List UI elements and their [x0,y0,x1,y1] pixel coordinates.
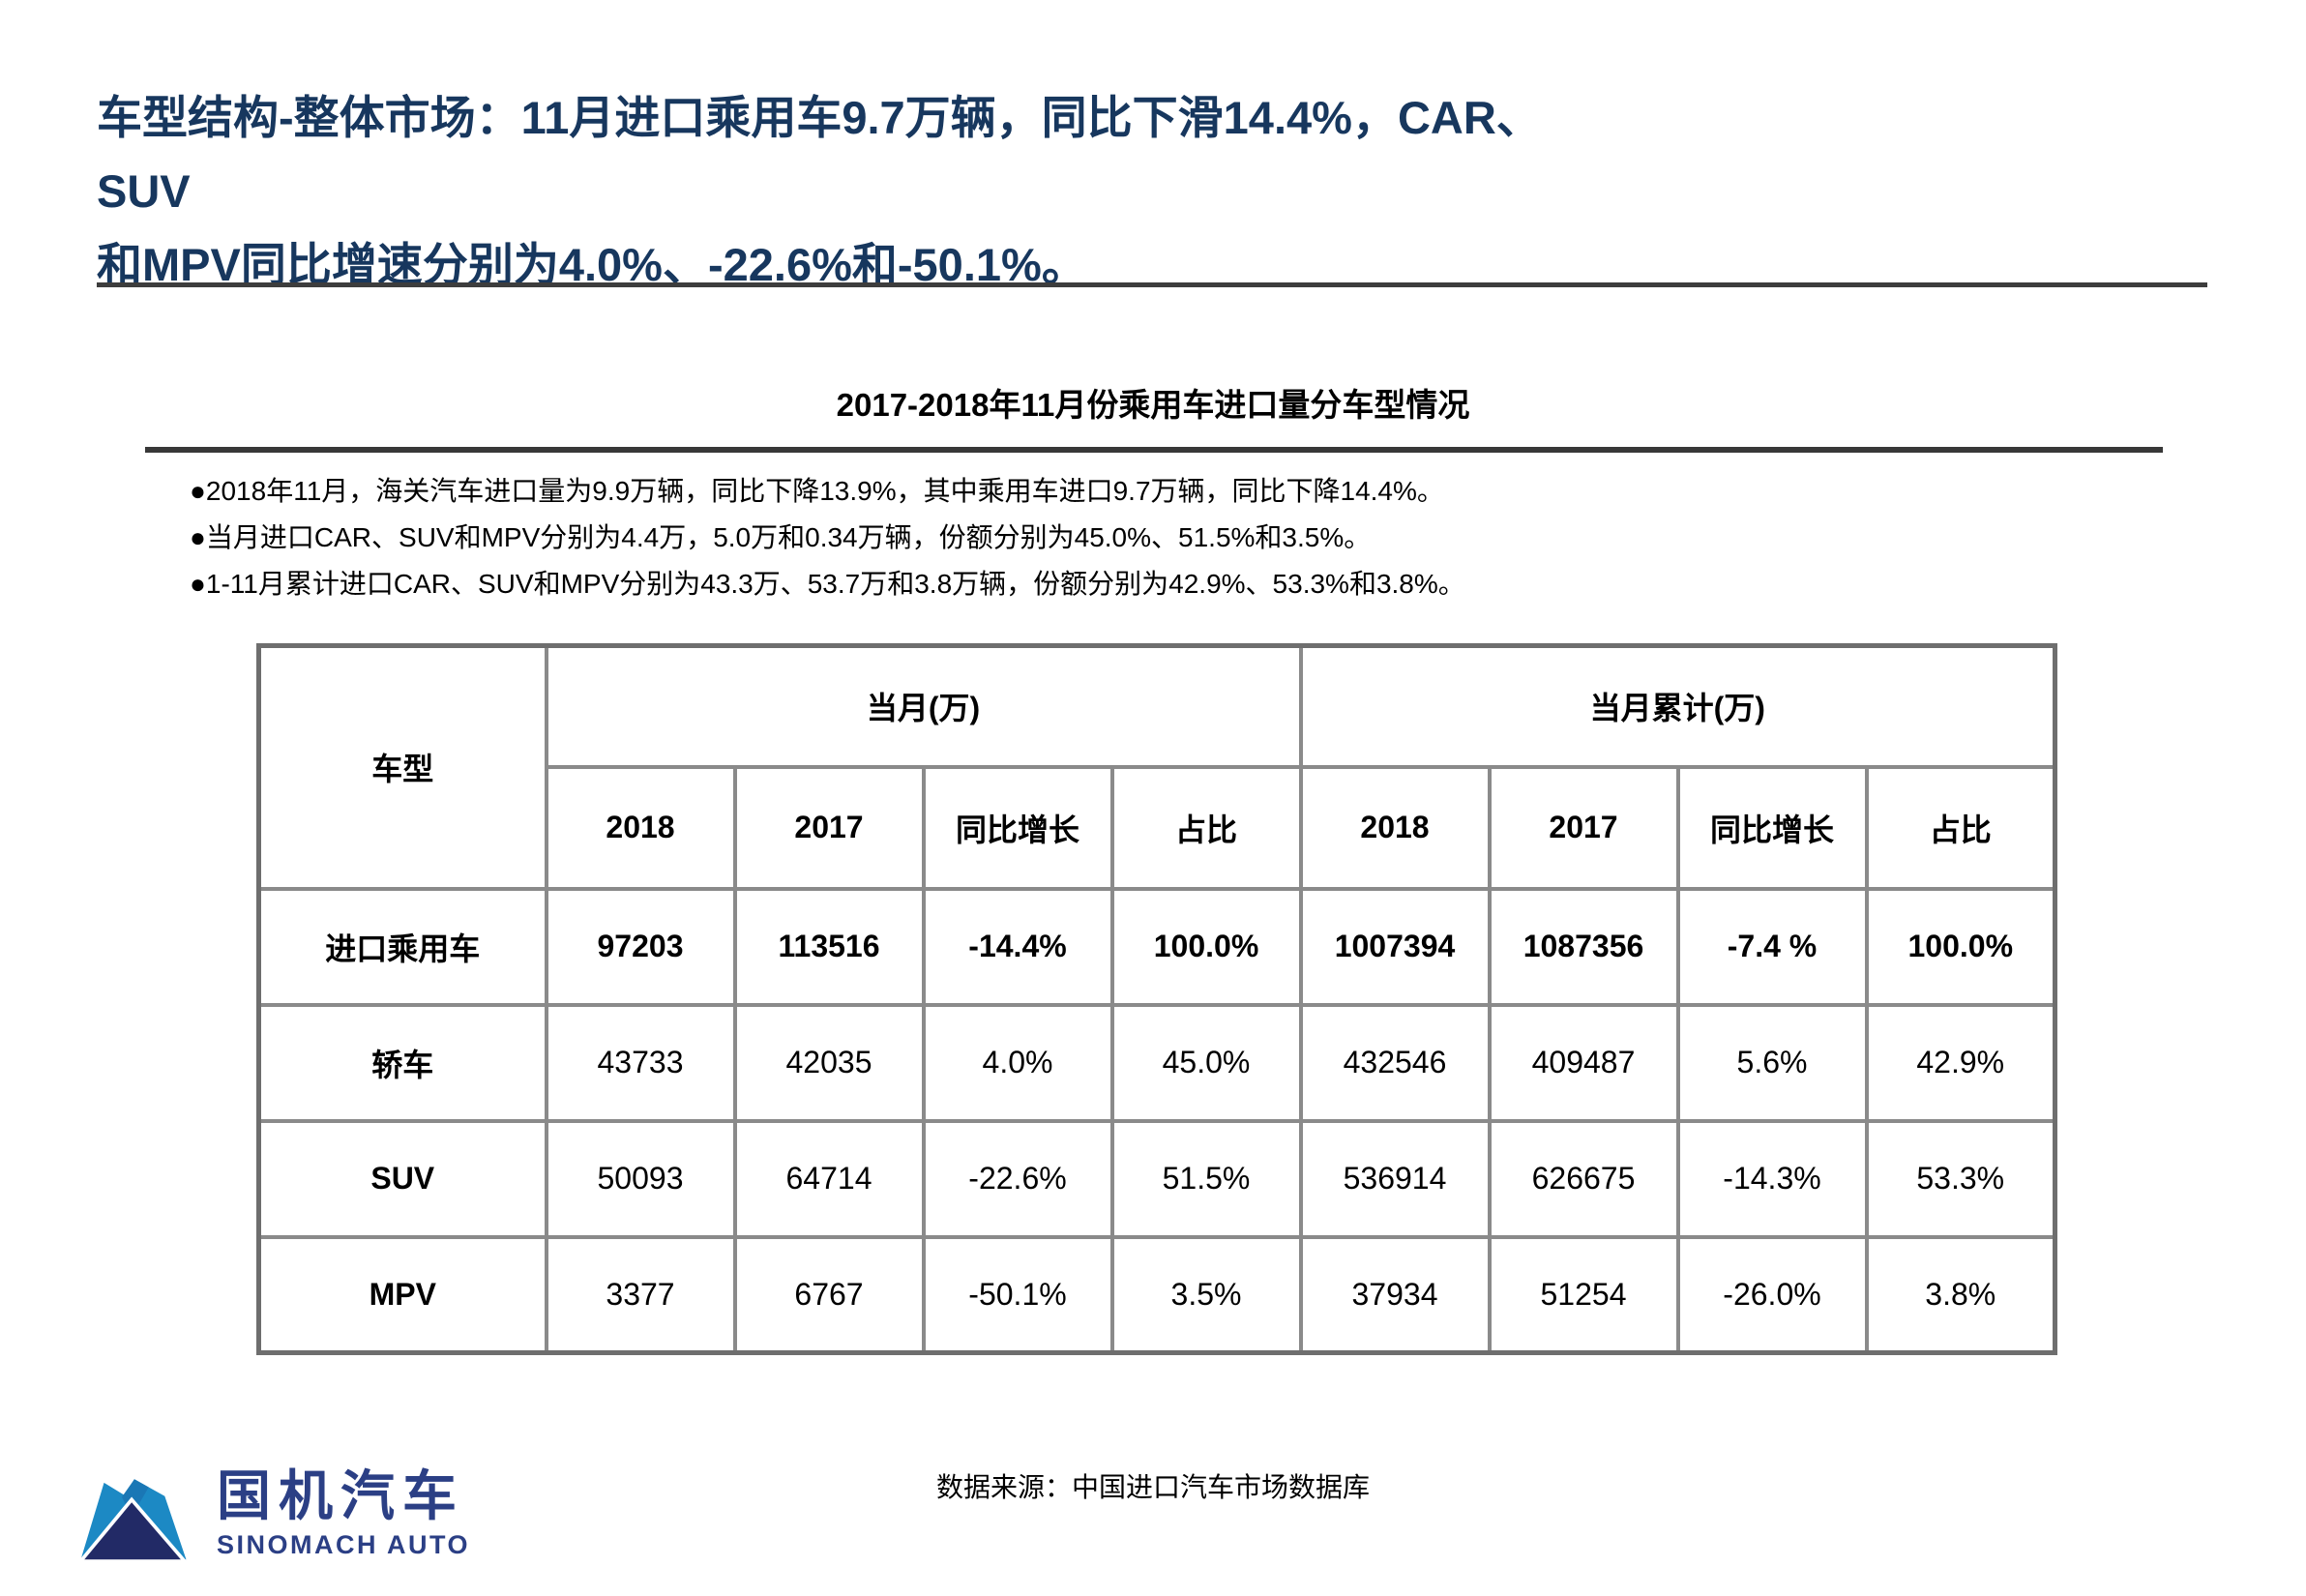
table-cell: -14.3% [1675,1118,1869,1239]
import-volume-table: 车型 当月(万) 当月累计(万) 2018 2017 同比增长 占比 2018 … [256,643,2057,1355]
column-header: 2018 [1298,764,1492,891]
table-cell: 42.9% [1864,1002,2057,1123]
logo-text: 国机汽车 SINOMACH AUTO [217,1449,470,1561]
table-row-suv: SUV 50093 64714 -22.6% 51.5% 536914 6266… [256,1118,2057,1239]
table-cell: 50093 [544,1118,737,1239]
table-cell: 100.0% [1864,886,2057,1007]
bullet-item: ●1-11月累计进口CAR、SUV和MPV分别为43.3万、53.7万和3.8万… [190,569,1465,599]
group-header-cumulative: 当月累计(万) [1298,643,2057,769]
table-cell: 53.3% [1864,1118,2057,1239]
page-title-line1: 车型结构-整体市场：11月进口乘用车9.7万辆，同比下滑14.4%，CAR、SU… [97,92,1542,217]
sinomach-mountain-icon [76,1479,189,1563]
page-title-line2: 和MPV同比增速分别为4.0%、-22.6%和-50.1%。 [97,239,1087,290]
row-label: 轿车 [256,1002,548,1123]
table-corner-label: 车型 [256,643,548,891]
table-cell: 100.0% [1109,886,1303,1007]
table-cell: 51.5% [1109,1118,1303,1239]
row-label: SUV [256,1118,548,1239]
table-cell: 409487 [1487,1002,1680,1123]
table-cell: 113516 [732,886,926,1007]
logo-name-cn: 国机汽车 [217,1465,464,1526]
subtitle-divider [145,447,2163,453]
table-title: 2017-2018年11月份乘用车进口量分车型情况 [836,387,1470,423]
table-cell: 6767 [732,1234,926,1355]
company-logo: 国机汽车 SINOMACH AUTO [75,1449,470,1567]
table-row-car: 轿车 43733 42035 4.0% 45.0% 432546 409487 … [256,1002,2057,1123]
row-label: MPV [256,1234,548,1355]
table-cell: 3377 [544,1234,737,1355]
bullet-list: ●2018年11月，海关汽车进口量为9.9万辆，同比下降13.9%，其中乘用车进… [190,468,2173,607]
table-cell: 64714 [732,1118,926,1239]
page-title: 车型结构-整体市场：11月进口乘用车9.7万辆，同比下滑14.4%，CAR、SU… [97,81,1567,302]
title-divider [97,282,2207,287]
table-cell: 37934 [1298,1234,1492,1355]
column-header: 占比 [1864,764,2057,891]
column-header: 同比增长 [921,764,1114,891]
table-cell: 1087356 [1487,886,1680,1007]
table-cell: 45.0% [1109,1002,1303,1123]
data-source: 数据来源：中国进口汽车市场数据库 [935,1472,1370,1502]
table-cell: -22.6% [921,1118,1114,1239]
table-cell: 51254 [1487,1234,1680,1355]
row-label: 进口乘用车 [256,886,548,1007]
bullet-item: ●当月进口CAR、SUV和MPV分别为4.4万，5.0万和0.34万辆，份额分别… [190,522,1372,552]
column-header: 2017 [732,764,926,891]
table-cell: 5.6% [1675,1002,1869,1123]
table-cell: 97203 [544,886,737,1007]
table-cell: -14.4% [921,886,1114,1007]
table-cell: -50.1% [921,1234,1114,1355]
group-header-current-month: 当月(万) [544,643,1303,769]
column-header: 2018 [544,764,737,891]
table-cell: 536914 [1298,1118,1492,1239]
table-cell: 3.8% [1864,1234,2057,1355]
table-cell: 4.0% [921,1002,1114,1123]
table-cell: 432546 [1298,1002,1492,1123]
table-cell: 43733 [544,1002,737,1123]
column-header: 2017 [1487,764,1680,891]
table-cell: 626675 [1487,1118,1680,1239]
table-cell: 3.5% [1109,1234,1303,1355]
column-header: 占比 [1109,764,1303,891]
logo-name-en: SINOMACH AUTO [217,1530,470,1559]
bullet-item: ●2018年11月，海关汽车进口量为9.9万辆，同比下降13.9%，其中乘用车进… [190,476,1444,506]
column-header: 同比增长 [1675,764,1869,891]
table-row-mpv: MPV 3377 6767 -50.1% 3.5% 37934 51254 -2… [256,1234,2057,1355]
table-cell: 42035 [732,1002,926,1123]
table-cell: -26.0% [1675,1234,1869,1355]
table-row-total: 进口乘用车 97203 113516 -14.4% 100.0% 1007394… [256,886,2057,1007]
table-cell: 1007394 [1298,886,1492,1007]
table-cell: -7.4 % [1675,886,1869,1007]
